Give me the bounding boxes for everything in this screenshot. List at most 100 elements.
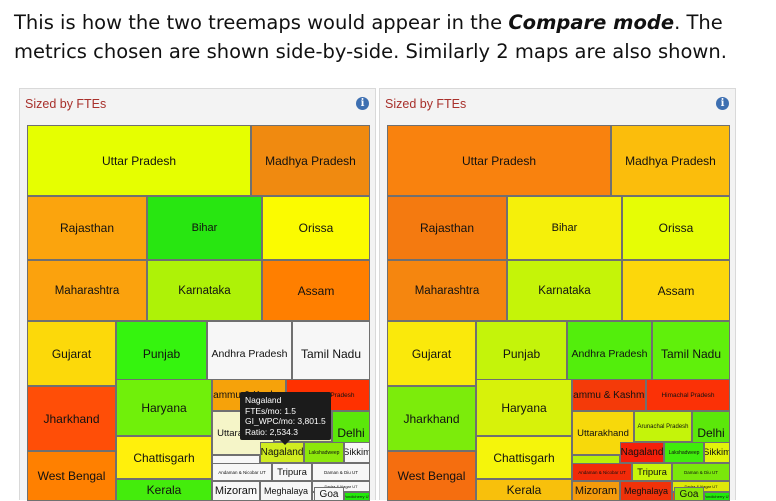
treemap-cell-label: Himachal Pradesh (661, 391, 715, 399)
treemap-cell-label: Dadra & Nagar UT (684, 484, 718, 489)
treemap-cell-label: Rajasthan (419, 221, 475, 235)
treemap-cell-karnataka[interactable]: Karnataka (147, 260, 262, 321)
treemap-cell-label: Daman & Diu UT (683, 469, 718, 475)
treemap-cell-label: Assam (297, 283, 335, 298)
panel-title: Sized by FTEs (385, 97, 467, 111)
treemap-cell-west-bengal[interactable]: West Bengal (387, 451, 476, 501)
treemap-cell-west-bengal[interactable]: West Bengal (27, 451, 116, 501)
treemap-cell-rajasthan[interactable]: Rajasthan (27, 196, 147, 260)
treemap-cell-madhya-pradesh[interactable]: Madhya Pradesh (611, 125, 730, 196)
treemap-cell-label: Punjab (502, 346, 541, 361)
treemap-cell-daman-diu-ut[interactable]: Daman & Diu UT (312, 463, 370, 481)
treemap-cell-mizoram[interactable]: Mizoram (572, 481, 620, 501)
treemap-cell-karnataka[interactable]: Karnataka (507, 260, 622, 321)
treemap-cell-maharashtra[interactable]: Maharashtra (27, 260, 147, 321)
treemap-cell-gujarat[interactable]: Gujarat (387, 321, 476, 386)
treemap-cell-label: Kerala (146, 483, 182, 497)
treemap-cell-label: Gujarat (51, 346, 92, 361)
treemap-cell-kerala[interactable]: Kerala (476, 479, 572, 501)
treemap-cell-label: Sikkim (344, 447, 370, 458)
treemap-cell-punjab[interactable]: Punjab (116, 321, 207, 386)
tooltip-title: Nagaland (245, 395, 282, 405)
treemap-cell-punjab[interactable]: Punjab (476, 321, 567, 386)
treemap-cell-label: Lakshadweep (308, 449, 340, 456)
treemap-cell-tamil-nadu[interactable]: Tamil Nadu (292, 321, 370, 386)
treemap-cell-uttar-pradesh[interactable]: Uttar Pradesh (387, 125, 611, 196)
treemap-cell-label: Maharashtra (414, 284, 480, 297)
treemap-cell-label: Haryana (141, 400, 187, 415)
treemap-cell-maharashtra[interactable]: Maharashtra (387, 260, 507, 321)
treemap-cell-chattisgarh[interactable]: Chattisgarh (476, 436, 572, 479)
treemap-cell-label: Kerala (506, 483, 542, 497)
treemap-cell-assam[interactable]: Assam (622, 260, 730, 321)
treemap-cell-uttar-pradesh[interactable]: Uttar Pradesh (27, 125, 251, 196)
treemap-cell-label: Tamil Nadu (660, 346, 722, 361)
treemap-cell-label: Karnataka (538, 284, 591, 297)
treemap-cell-label: Andaman & Nicobar UT (218, 469, 266, 475)
treemap-cell-tripura[interactable]: Tripura (632, 463, 672, 481)
treemap-cell-label: Karnataka (178, 284, 231, 297)
treemap-cell-orissa[interactable]: Orissa (262, 196, 370, 260)
treemap-cell-label: Meghalaya (623, 486, 669, 496)
treemap-cell-label: West Bengal (397, 469, 466, 483)
treemap-cell-daman-diu-ut[interactable]: Daman & Diu UT (672, 463, 730, 481)
treemap-cell-label: Punjab (142, 346, 181, 361)
treemap-cell-tamil-nadu[interactable]: Tamil Nadu (652, 321, 730, 386)
info-icon[interactable]: i (716, 97, 729, 110)
treemap-cell-sikkim[interactable]: Sikkim (344, 442, 370, 463)
treemap-cell-nagaland[interactable]: Nagaland (620, 442, 664, 463)
treemap-cell-chattisgarh[interactable]: Chattisgarh (116, 436, 212, 479)
treemap-cell-label: Orissa (658, 221, 694, 235)
treemap-cell-lakshadweep[interactable]: Lakshadweep (304, 442, 344, 463)
treemap-cell-label: Pondicherry UT (704, 494, 730, 499)
caption: This is how the two treemaps would appea… (14, 8, 764, 66)
treemap-cell-jharkhand[interactable]: Jharkhand (27, 386, 116, 451)
treemap-cell-nagaland[interactable]: Nagaland (260, 442, 304, 463)
tooltip-line: GI_WPC/mo: 3,801.5 (245, 416, 326, 426)
treemap-cell-goa[interactable]: Goa (674, 487, 704, 501)
treemap-cell-label: Assam (657, 283, 695, 298)
treemap-cell-haryana[interactable]: Haryana (476, 379, 572, 436)
treemap-cell-lakshadweep[interactable]: Lakshadweep (664, 442, 704, 463)
treemap-cell-label: Chattisgarh (493, 450, 555, 465)
caption-text: This is how the two treemaps would appea… (14, 11, 509, 34)
treemap-cell-label: Mizoram (214, 485, 258, 497)
treemap-cell-andhra-pradesh[interactable]: Andhra Pradesh (207, 321, 292, 386)
treemap-cell-label: Pondicherry UT (344, 494, 370, 499)
treemap-cell-label: Goa (679, 488, 699, 500)
treemap-cell-bihar[interactable]: Bihar (507, 196, 622, 260)
treemap-cell-andhra-pradesh[interactable]: Andhra Pradesh (567, 321, 652, 386)
treemap-cell-jharkhand[interactable]: Jharkhand (387, 386, 476, 451)
treemap-cell-label: Arunachal Pradesh (637, 423, 689, 430)
treemap-cell-label: Tripura (637, 466, 667, 478)
treemap-cell-meghalaya[interactable]: Meghalaya (260, 481, 312, 501)
treemap-cell-label: Bihar (191, 222, 218, 234)
treemap-cell-andaman-nicobar-ut[interactable]: Andaman & Nicobar UT (212, 463, 272, 481)
treemap-cell-label: Dadra & Nagar UT (324, 484, 358, 489)
treemap-cell-label: Rajasthan (59, 221, 115, 235)
treemap-cell-gujarat[interactable]: Gujarat (27, 321, 116, 386)
treemap-cell-jammu-kashmir[interactable]: Jammu & Kashmir (572, 379, 646, 411)
treemap-cell-meghalaya[interactable]: Meghalaya (620, 481, 672, 501)
treemap-cell-madhya-pradesh[interactable]: Madhya Pradesh (251, 125, 370, 196)
treemap-cell-bihar[interactable]: Bihar (147, 196, 262, 260)
treemap-cell-label: Chattisgarh (133, 450, 195, 465)
treemap-cell-rajasthan[interactable]: Rajasthan (387, 196, 507, 260)
treemap-cell-sikkim[interactable]: Sikkim (704, 442, 730, 463)
treemap-cell-orissa[interactable]: Orissa (622, 196, 730, 260)
treemap-cell-andaman-nicobar-ut[interactable]: Andaman & Nicobar UT (572, 463, 632, 481)
treemap-cell-himachal-pradesh[interactable]: Himachal Pradesh (646, 379, 730, 411)
treemap-cell-haryana[interactable]: Haryana (116, 379, 212, 436)
treemap-cell-goa[interactable]: Goa (314, 487, 344, 501)
treemap-cell-arunachal-pradesh[interactable]: Arunachal Pradesh (634, 411, 692, 442)
treemap-cell-label: Jharkhand (403, 411, 460, 426)
treemap-cell-tripura[interactable]: Tripura (272, 463, 312, 481)
info-icon[interactable]: i (356, 97, 369, 110)
treemap-cell-kerala[interactable]: Kerala (116, 479, 212, 501)
treemap-cell-label: Haryana (501, 400, 547, 415)
treemap-cell-mizoram[interactable]: Mizoram (212, 481, 260, 501)
treemap-cell-label: Delhi (697, 426, 725, 440)
treemap-cell-label: Daman & Diu UT (323, 469, 358, 475)
treemap-cell-assam[interactable]: Assam (262, 260, 370, 321)
treemap-left: Uttar Pradesh Madhya Pradesh Rajasthan Biha… (27, 125, 370, 501)
